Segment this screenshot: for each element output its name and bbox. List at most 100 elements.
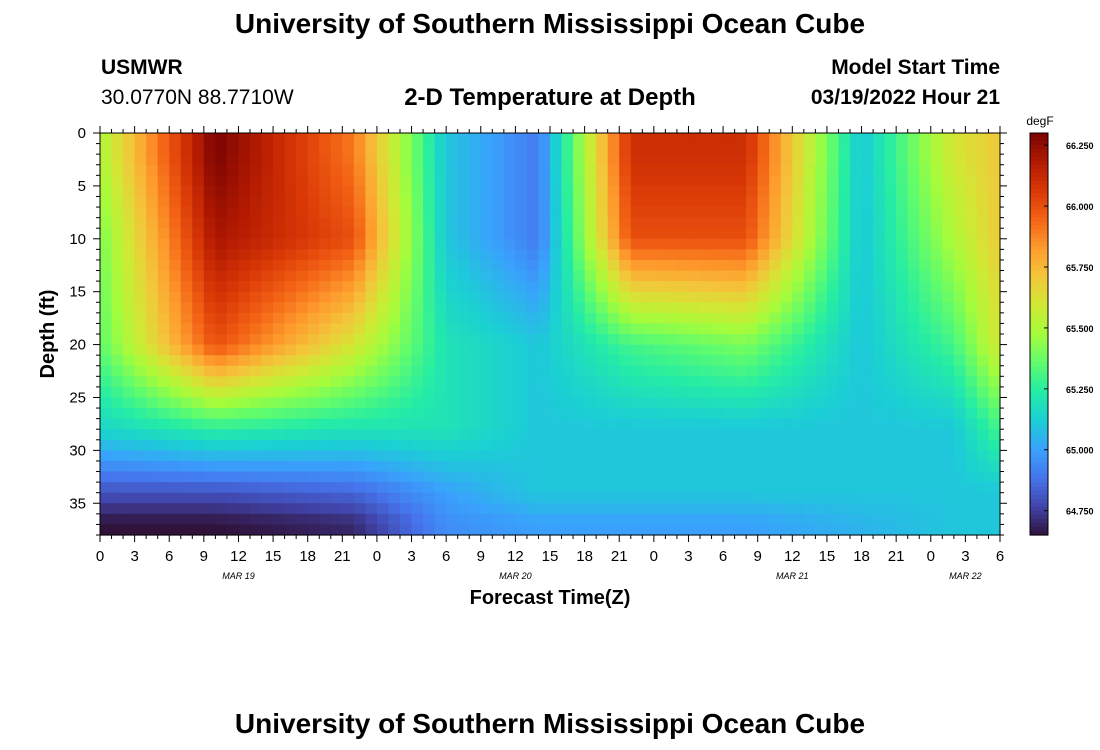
heatmap-cell [169, 249, 182, 261]
heatmap-cell [861, 185, 874, 198]
heatmap-cell [157, 439, 170, 451]
heatmap-cell [273, 228, 286, 240]
heatmap-cell [815, 376, 828, 388]
heatmap-cell [446, 291, 459, 303]
heatmap-cell [838, 334, 851, 346]
heatmap-cell [226, 217, 240, 229]
heatmap-cell [342, 429, 355, 441]
colorbar-segment [1030, 225, 1048, 231]
heatmap-cell [988, 492, 1001, 504]
colorbar-segment [1030, 458, 1048, 464]
heatmap-cell [250, 344, 263, 356]
heatmap-cell [411, 175, 424, 187]
heatmap-cell [769, 450, 782, 462]
heatmap-cell [480, 482, 493, 494]
heatmap-cell [469, 238, 482, 250]
heatmap-cell [365, 460, 378, 473]
heatmap-cell [423, 185, 436, 198]
heatmap-cell [665, 291, 678, 303]
heatmap-cell [492, 492, 505, 504]
heatmap-cell [838, 429, 851, 441]
heatmap-cell [746, 196, 759, 208]
heatmap-cell [250, 376, 263, 388]
heatmap-cell [503, 450, 516, 462]
heatmap-cell [146, 185, 159, 198]
heatmap-cell [123, 207, 136, 219]
heatmap-cell [319, 334, 332, 346]
heatmap-cell [976, 175, 990, 187]
heatmap-cell [111, 185, 124, 198]
heatmap-cell [976, 355, 990, 367]
heatmap-cell [480, 249, 493, 261]
heatmap-cell [146, 291, 159, 303]
heatmap-cell [284, 291, 297, 303]
heatmap-cell [711, 185, 724, 198]
heatmap-cell [146, 334, 159, 346]
heatmap-cell [307, 482, 320, 494]
heatmap-cell [423, 228, 436, 240]
heatmap-cell [988, 408, 1001, 420]
heatmap-cell [123, 482, 136, 494]
heatmap-cell [538, 397, 551, 409]
heatmap-cell [630, 513, 643, 526]
heatmap-cell [723, 418, 736, 430]
heatmap-cell [665, 334, 678, 346]
heatmap-cell [630, 143, 643, 155]
heatmap-cell [457, 450, 470, 462]
heatmap-cell [146, 164, 159, 176]
colorbar-segment [1030, 221, 1048, 227]
heatmap-cell [665, 323, 678, 335]
heatmap-cell [261, 503, 274, 515]
heatmap-cell [284, 503, 297, 515]
heatmap-cell [111, 228, 124, 240]
heatmap-cell [792, 323, 805, 335]
heatmap-cell [688, 471, 701, 483]
heatmap-cell [884, 133, 897, 145]
heatmap-cell [723, 524, 736, 536]
heatmap-cell [111, 524, 124, 536]
heatmap-cell [896, 334, 909, 346]
heatmap-cell [550, 291, 563, 303]
heatmap-cell [134, 365, 147, 377]
heatmap-cell [723, 386, 736, 399]
heatmap-cell [157, 471, 170, 483]
heatmap-cell [573, 323, 586, 335]
heatmap-cell [376, 460, 390, 473]
heatmap-cell [653, 291, 666, 303]
heatmap-cell [538, 164, 551, 176]
heatmap-cell [896, 228, 909, 240]
heatmap-cell [376, 175, 390, 187]
heatmap-cell [100, 228, 113, 240]
heatmap-cell [688, 344, 701, 356]
colorbar-segment [1030, 466, 1048, 472]
heatmap-cell [215, 492, 228, 504]
heatmap-cell [192, 133, 205, 145]
colorbar-segment [1030, 161, 1048, 166]
heatmap-cell [492, 376, 505, 388]
heatmap-cell [526, 302, 540, 314]
heatmap-cell [861, 397, 874, 409]
heatmap-cell [365, 259, 378, 272]
heatmap-cell [238, 355, 251, 367]
heatmap-cell [676, 408, 690, 420]
heatmap-cell [226, 291, 240, 303]
heatmap-cell [423, 154, 436, 166]
heatmap-cell [192, 281, 205, 293]
heatmap-cell [734, 429, 747, 441]
heatmap-cell [573, 365, 586, 377]
heatmap-cell [100, 164, 113, 176]
heatmap-cell [584, 513, 597, 526]
heatmap-cell [388, 397, 401, 409]
heatmap-cell [723, 312, 736, 325]
heatmap-cell [423, 482, 436, 494]
heatmap-cell [596, 281, 609, 293]
heatmap-cell [180, 355, 193, 367]
heatmap-cell [596, 133, 609, 145]
colorbar-segment [1030, 342, 1048, 347]
heatmap-cell [411, 238, 424, 250]
heatmap-cell [653, 217, 666, 229]
x-day-label: MAR 22 [949, 571, 982, 581]
heatmap-cell [930, 312, 943, 325]
heatmap-cell [792, 513, 805, 526]
y-axis-label: Depth (ft) [37, 290, 59, 379]
